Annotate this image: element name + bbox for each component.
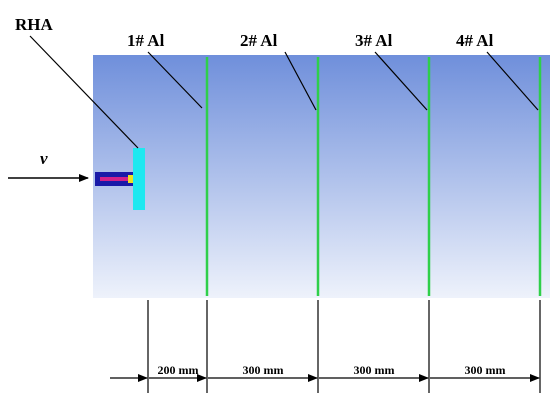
dimension-lines	[110, 300, 541, 393]
velocity-label: v	[40, 149, 48, 168]
plate-label: 3# Al	[355, 31, 393, 50]
dimension-label: 300 mm	[354, 363, 395, 377]
dimension-label: 200 mm	[158, 363, 199, 377]
rha-plate	[133, 148, 145, 210]
plate-label: 1# Al	[127, 31, 165, 50]
projectile-tip	[128, 175, 133, 183]
projectile-core	[100, 177, 128, 181]
rha-label: RHA	[15, 15, 54, 34]
al-plates	[205, 57, 542, 296]
dimension-label: 300 mm	[465, 363, 506, 377]
plate-label: 4# Al	[456, 31, 494, 50]
dimension-label: 300 mm	[243, 363, 284, 377]
leaders	[29, 35, 539, 149]
plate-label: 2# Al	[240, 31, 278, 50]
simulation-domain	[93, 55, 550, 298]
